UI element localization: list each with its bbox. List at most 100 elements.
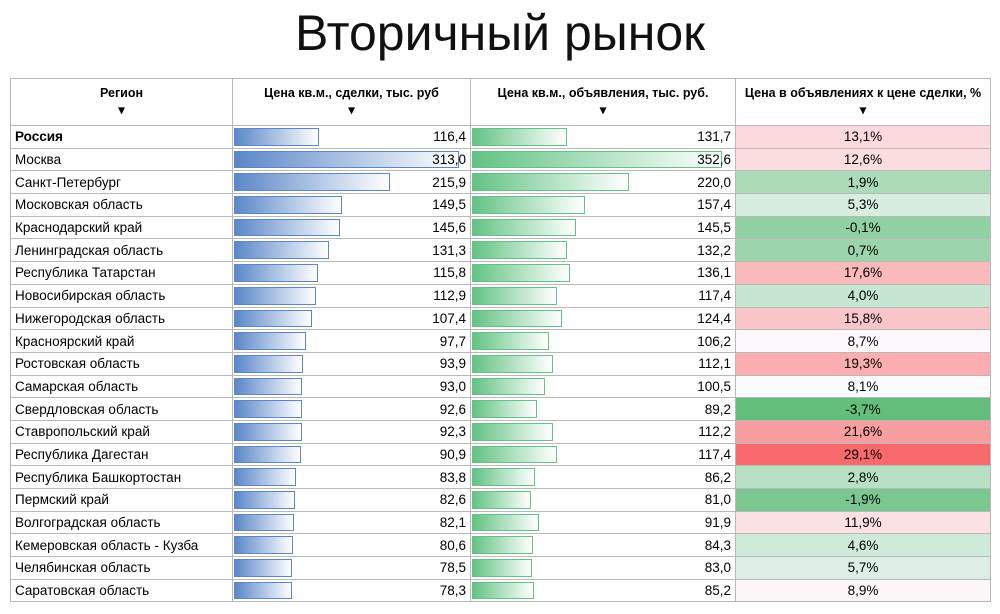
cell-text: 107,4 [432, 310, 466, 326]
cell-text: Саратовская область [15, 583, 150, 599]
cell-text: 116,4 [433, 129, 466, 145]
region-cell: Ленинградская область [10, 238, 233, 263]
cell-text: 90,9 [439, 446, 466, 462]
value-cell: 145,5 [470, 215, 736, 240]
table-row: Челябинская область 78,5 83,0 5,7% [10, 556, 991, 580]
value-cell: 112,2 [470, 419, 736, 444]
filter-button[interactable]: ▾ [859, 103, 867, 117]
cell-text: 83,0 [704, 560, 731, 576]
title: Вторичный рынок [294, 5, 706, 61]
cell-text: 13,1% [843, 129, 883, 145]
data-bar [472, 150, 723, 169]
data-bar [472, 354, 553, 373]
region-cell: Волгоградская область [10, 510, 233, 535]
data-bar [472, 309, 562, 328]
cell-text: Москва [15, 152, 62, 168]
cell-text: 85,2 [704, 583, 731, 599]
cell-text: Ленинградская область [15, 242, 164, 258]
value-cell: 157,4 [470, 193, 736, 217]
value-cell: 100,5 [470, 374, 736, 399]
value-cell: 21,6% [735, 419, 991, 444]
cell-text: 81,0 [704, 492, 731, 508]
cell-text: 4,0% [847, 288, 879, 304]
data-bar [234, 309, 313, 328]
cell-text: 21,6% [843, 424, 883, 440]
data-bar [234, 264, 319, 282]
data-bar [234, 241, 330, 260]
data-bar [472, 513, 539, 532]
value-cell: 17,6% [735, 261, 991, 285]
cell-text: 5,3% [847, 197, 879, 213]
filter-button[interactable]: ▾ [118, 103, 125, 117]
value-cell: 115,8 [232, 261, 471, 285]
value-cell: 131,7 [470, 125, 736, 149]
cell-text: 82,6 [439, 492, 466, 508]
region-cell: Республика Дагестан [10, 442, 233, 467]
data-bar [472, 491, 531, 509]
value-cell: 8,7% [735, 329, 991, 353]
column-header: Регион ▾ [10, 78, 233, 126]
region-cell: Ставропольский край [10, 419, 233, 444]
filter-button[interactable]: ▾ [599, 103, 607, 117]
cell-text: Московская область [15, 197, 143, 213]
cell-text: 15,8% [843, 310, 883, 326]
cell-text: 8,1% [847, 378, 879, 394]
cell-text: 145,6 [432, 220, 466, 236]
cell-text: Волгоградская область [15, 515, 161, 531]
data-bar [472, 445, 557, 464]
cell-text: 78,5 [439, 560, 466, 576]
data-bar [472, 377, 545, 396]
value-cell: 112,9 [232, 283, 471, 308]
value-cell: 1,9% [735, 170, 991, 195]
region-cell: Челябинская область [10, 556, 233, 580]
table-row: Республика Башкортостан 83,8 86,2 2,8% [10, 465, 991, 489]
table-row: Волгоградская область 82,1 91,9 11,9% [10, 510, 991, 535]
region-cell: Санкт-Петербург [10, 170, 233, 195]
cell-text: Краснодарский край [15, 220, 143, 236]
value-cell: 89,2 [470, 397, 736, 421]
cell-text: 1,9% [847, 174, 879, 190]
cell-text: -3,7% [845, 401, 881, 417]
cell-text: 112,9 [433, 288, 466, 304]
table-row: Республика Татарстан 115,8 136,1 17,6% [10, 261, 991, 285]
value-cell: 11,9% [735, 510, 991, 535]
cell-text: 11,9% [844, 515, 882, 531]
cell-text: 100,5 [697, 378, 731, 394]
table-row: Краснодарский край 145,6 145,5 -0,1% [10, 215, 991, 240]
cell-text: 313,0 [432, 152, 466, 168]
cell-text: 80,6 [439, 537, 466, 553]
value-cell: -3,7% [735, 397, 991, 421]
value-cell: 5,3% [735, 193, 991, 217]
cell-text: 8,9% [847, 583, 879, 599]
value-cell: -1,9% [735, 488, 991, 512]
value-cell: 82,1 [232, 510, 471, 535]
region-cell: Московская область [10, 193, 233, 217]
value-cell: 92,6 [232, 397, 471, 421]
cell-text: 5,7% [847, 560, 879, 576]
value-cell: 313,0 [232, 147, 471, 172]
value-cell: 78,5 [232, 556, 471, 580]
data-bar [234, 491, 295, 509]
value-cell: 92,3 [232, 419, 471, 444]
cell-text: Республика Башкортостан [15, 469, 182, 485]
data-bar [472, 196, 585, 214]
value-cell: 83,8 [232, 465, 471, 489]
table-row: Новосибирская область 112,9 117,4 4,0% [10, 283, 991, 308]
cell-text: 92,3 [439, 424, 466, 440]
table-row: Красноярский край 97,7 106,2 8,7% [10, 329, 991, 353]
value-cell: 19,3% [735, 351, 991, 376]
value-cell: 5,7% [735, 556, 991, 580]
data-bar [472, 559, 533, 577]
table-row: Москва 313,0 352,6 12,6% [10, 147, 991, 172]
filter-button[interactable]: ▾ [348, 103, 355, 117]
data-bar [472, 400, 537, 418]
region-cell: Кемеровская область - Кузба [10, 533, 233, 558]
value-cell: 84,3 [470, 533, 736, 558]
value-cell: 131,3 [232, 238, 471, 263]
cell-text: 132,2 [697, 242, 731, 258]
value-cell: 124,4 [470, 306, 736, 331]
data-bar [472, 128, 567, 146]
table-row: Россия 116,4 131,7 13,1% [10, 125, 991, 149]
cell-text: 8,7% [847, 333, 879, 349]
